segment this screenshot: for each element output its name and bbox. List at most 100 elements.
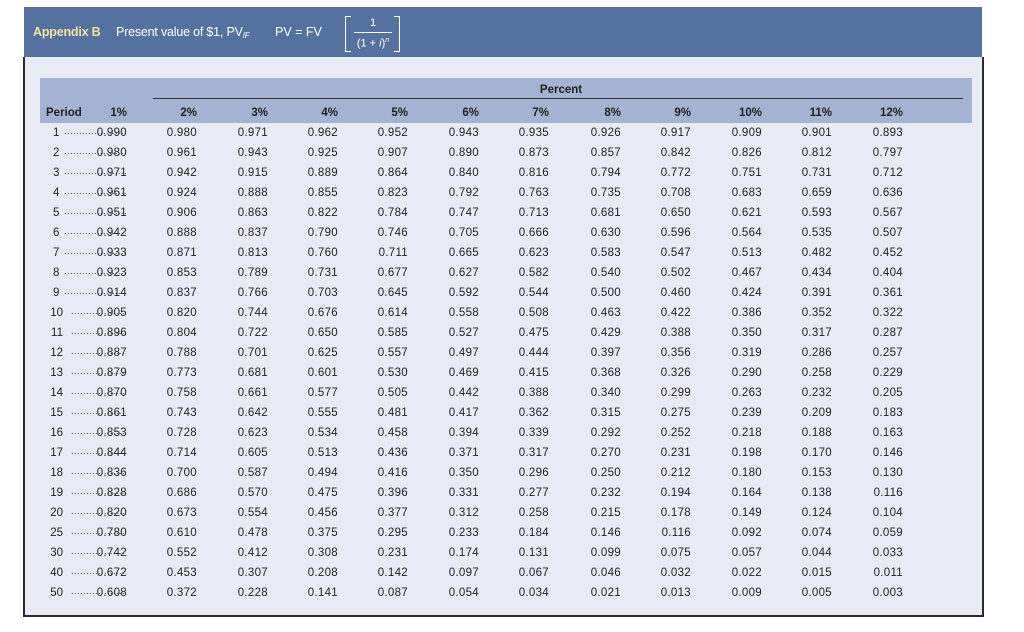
value-cell: 0.942 xyxy=(166,167,197,179)
value-cell: 0.482 xyxy=(801,247,832,259)
table-row: 17......................................… xyxy=(25,443,982,463)
column-header-5pct: 5% xyxy=(391,107,408,119)
value-cell: 0.708 xyxy=(660,187,691,199)
leader-dots: ........................................ xyxy=(64,226,126,236)
value-cell: 0.286 xyxy=(801,347,832,359)
value-cell: 0.130 xyxy=(872,467,903,479)
value-cell: 0.744 xyxy=(237,307,268,319)
value-cell: 0.567 xyxy=(872,207,903,219)
period-cell: 30 xyxy=(50,547,63,559)
period-cell: 3 xyxy=(53,167,60,179)
period-cell: 15 xyxy=(50,407,63,419)
value-cell: 0.092 xyxy=(731,527,762,539)
column-header-12pct: 12% xyxy=(879,107,903,119)
value-cell: 0.290 xyxy=(731,367,762,379)
value-cell: 0.033 xyxy=(872,547,903,559)
value-cell: 0.794 xyxy=(590,167,621,179)
value-cell: 0.623 xyxy=(518,247,549,259)
percent-rule xyxy=(153,98,963,99)
value-cell: 0.855 xyxy=(307,187,338,199)
value-cell: 0.500 xyxy=(590,287,621,299)
value-cell: 0.034 xyxy=(518,587,549,599)
column-header-2pct: 2% xyxy=(180,107,197,119)
value-cell: 0.583 xyxy=(590,247,621,259)
value-cell: 0.104 xyxy=(872,507,903,519)
value-cell: 0.356 xyxy=(660,347,691,359)
value-cell: 0.760 xyxy=(307,247,338,259)
period-cell: 8 xyxy=(53,267,60,279)
value-cell: 0.766 xyxy=(237,287,268,299)
period-cell: 7 xyxy=(53,247,60,259)
period-cell: 17 xyxy=(50,447,63,459)
table-row: 6.......................................… xyxy=(25,223,982,243)
table-row: 2.......................................… xyxy=(25,143,982,163)
value-cell: 0.228 xyxy=(237,587,268,599)
value-cell: 0.074 xyxy=(801,527,832,539)
value-cell: 0.386 xyxy=(731,307,762,319)
value-cell: 0.552 xyxy=(166,547,197,559)
table-row: 7.......................................… xyxy=(25,243,982,263)
value-cell: 0.731 xyxy=(307,267,338,279)
value-cell: 0.231 xyxy=(660,447,691,459)
value-cell: 0.046 xyxy=(590,567,621,579)
value-cell: 0.971 xyxy=(237,127,268,139)
value-cell: 0.021 xyxy=(590,587,621,599)
value-cell: 0.505 xyxy=(377,387,408,399)
value-cell: 0.758 xyxy=(166,387,197,399)
leader-dots: ........................................ xyxy=(71,386,126,396)
value-cell: 0.131 xyxy=(518,547,549,559)
title-bar: Appendix B Present value of $1, PVIF PV … xyxy=(24,7,982,57)
value-cell: 0.296 xyxy=(518,467,549,479)
value-cell: 0.513 xyxy=(307,447,338,459)
value-cell: 0.772 xyxy=(660,167,691,179)
value-cell: 0.797 xyxy=(872,147,903,159)
value-cell: 0.013 xyxy=(660,587,691,599)
value-cell: 0.840 xyxy=(448,167,479,179)
value-cell: 0.362 xyxy=(518,407,549,419)
value-cell: 0.780 xyxy=(96,527,127,539)
column-header-7pct: 7% xyxy=(532,107,549,119)
value-cell: 0.870 xyxy=(96,387,127,399)
leader-dots: ........................................ xyxy=(64,206,126,216)
value-cell: 0.258 xyxy=(801,367,832,379)
value-cell: 0.312 xyxy=(448,507,479,519)
value-cell: 0.962 xyxy=(307,127,338,139)
table-header: Percent Period 1% 2% 3% 4% 5% 6% 7% 8% 9% 10% 11% 1… xyxy=(40,78,972,123)
value-cell: 0.790 xyxy=(307,227,338,239)
value-cell: 0.481 xyxy=(377,407,408,419)
value-cell: 0.971 xyxy=(96,167,127,179)
value-cell: 0.642 xyxy=(237,407,268,419)
value-cell: 0.535 xyxy=(801,227,832,239)
value-cell: 0.952 xyxy=(377,127,408,139)
value-cell: 0.926 xyxy=(590,127,621,139)
value-cell: 0.463 xyxy=(590,307,621,319)
table-row: 15......................................… xyxy=(25,403,982,423)
value-cell: 0.788 xyxy=(166,347,197,359)
value-cell: 0.909 xyxy=(731,127,762,139)
value-cell: 0.534 xyxy=(307,427,338,439)
value-cell: 0.527 xyxy=(448,327,479,339)
value-cell: 0.394 xyxy=(448,427,479,439)
value-cell: 0.980 xyxy=(96,147,127,159)
value-cell: 0.292 xyxy=(590,427,621,439)
value-cell: 0.610 xyxy=(166,527,197,539)
value-cell: 0.555 xyxy=(307,407,338,419)
table-row: 18......................................… xyxy=(25,463,982,483)
value-cell: 0.478 xyxy=(237,527,268,539)
value-cell: 0.350 xyxy=(731,327,762,339)
period-cell: 4 xyxy=(53,187,60,199)
value-cell: 0.836 xyxy=(96,467,127,479)
period-cell: 14 xyxy=(50,387,63,399)
value-cell: 0.822 xyxy=(307,207,338,219)
value-cell: 0.980 xyxy=(166,127,197,139)
table-row: 4.......................................… xyxy=(25,183,982,203)
value-cell: 0.763 xyxy=(518,187,549,199)
value-cell: 0.890 xyxy=(448,147,479,159)
leader-dots: ........................................ xyxy=(64,286,126,296)
value-cell: 0.842 xyxy=(660,147,691,159)
value-cell: 0.773 xyxy=(166,367,197,379)
value-cell: 0.605 xyxy=(237,447,268,459)
value-cell: 0.212 xyxy=(660,467,691,479)
value-cell: 0.665 xyxy=(448,247,479,259)
value-cell: 0.502 xyxy=(660,267,691,279)
